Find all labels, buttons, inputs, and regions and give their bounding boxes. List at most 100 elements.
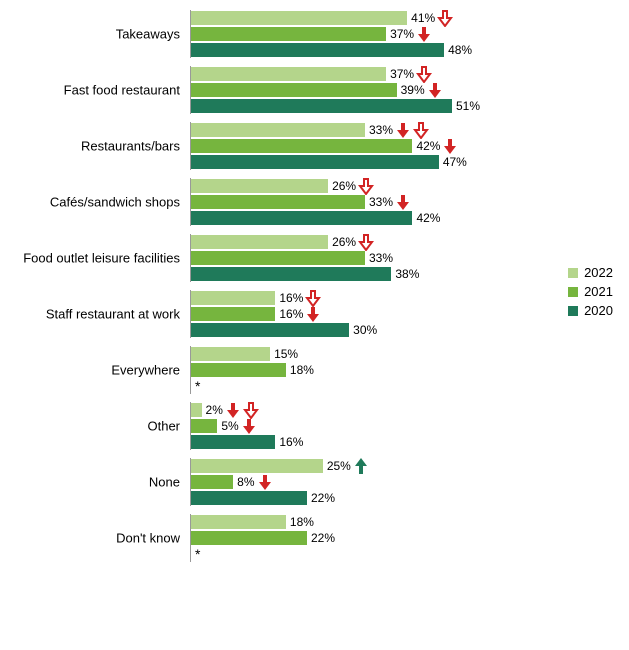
horizontal-bar-chart: Takeaways41%37%48%Fast food restaurant37… [0,10,480,570]
bar-row: 18% [191,514,480,530]
bar-group: Everywhere15%18%* [0,346,480,394]
value-label: 22% [311,531,335,545]
bar [191,323,349,337]
bar-row: 15% [191,346,480,362]
bar-row: 22% [191,530,480,546]
bar-group: Cafés/sandwich shops26%33%42% [0,178,480,226]
bar [191,235,328,249]
legend-item: 2020 [568,303,613,318]
bar [191,179,328,193]
down-arrow-solid-icon [395,121,411,139]
bar-group: Food outlet leisure facilities26%33%38% [0,234,480,282]
bar-row: * [191,378,480,394]
bar [191,435,275,449]
down-arrow-outline-icon [413,121,429,139]
group-bars: 18% 22% * [190,514,480,562]
legend-item: 2022 [568,265,613,280]
bar [191,43,444,57]
group-label: Staff restaurant at work [0,307,188,322]
value-label: 48% [448,43,472,57]
bar-row: 25% [191,458,480,474]
down-arrow-outline-icon [358,177,374,195]
value-label: 39% [401,83,425,97]
value-label: 37% [390,67,414,81]
bar [191,83,397,97]
bar-row: 22% [191,490,480,506]
bar [191,363,286,377]
group-label: None [0,475,188,490]
group-bars: 25%8%22% [190,458,480,506]
down-arrow-solid-icon [225,401,241,419]
value-label: 51% [456,99,480,113]
bar-row: 39% [191,82,480,98]
group-label: Other [0,419,188,434]
down-arrow-solid-icon [442,137,458,155]
bar-group: Takeaways41%37%48% [0,10,480,58]
bar-row: 38% [191,266,480,282]
down-arrow-solid-icon [395,193,411,211]
bar [191,459,323,473]
bar [191,211,412,225]
bar [191,475,233,489]
bar-row: 47% [191,154,480,170]
bar-row: 48% [191,42,480,58]
legend-swatch [568,306,578,316]
bar-group: Fast food restaurant 37% 39% 51% [0,66,480,114]
value-label: 18% [290,515,314,529]
group-bars: 26%33%42% [190,178,480,226]
bar-row: 8% [191,474,480,490]
bar-row: 33% [191,250,480,266]
group-bars: 41%37%48% [190,10,480,58]
value-label: 41% [411,11,435,25]
value-label: 16% [279,435,303,449]
group-label: Fast food restaurant [0,83,188,98]
bar [191,531,307,545]
value-label: * [195,378,200,394]
bar [191,291,275,305]
bar [191,139,412,153]
bar [191,267,391,281]
value-label: * [195,546,200,562]
bar-row: 26% [191,178,480,194]
bar-row: 42% [191,138,480,154]
down-arrow-solid-icon [241,417,257,435]
down-arrow-outline-icon [437,9,453,27]
down-arrow-solid-icon [257,473,273,491]
bar [191,27,386,41]
group-label: Don't know [0,531,188,546]
value-label: 30% [353,323,377,337]
value-label: 5% [221,419,238,433]
bar-row: 18% [191,362,480,378]
value-label: 33% [369,123,393,137]
bar [191,195,365,209]
bar-row: 37% [191,26,480,42]
group-bars: 15%18%* [190,346,480,394]
bar-row: 16% [191,290,480,306]
value-label: 16% [279,307,303,321]
group-bars: 26%33%38% [190,234,480,282]
value-label: 25% [327,459,351,473]
group-label: Cafés/sandwich shops [0,195,188,210]
value-label: 22% [311,491,335,505]
group-bars: 33%42%47% [190,122,480,170]
bar-row: 30% [191,322,480,338]
bar [191,491,307,505]
legend: 202220212020 [568,265,613,322]
bar-row: 2% [191,402,480,418]
value-label: 16% [279,291,303,305]
bar-group: None25%8%22% [0,458,480,506]
group-label: Takeaways [0,27,188,42]
group-bars: 37% 39% 51% [190,66,480,114]
bar-row: 37% [191,66,480,82]
bar-row: 33% [191,194,480,210]
legend-label: 2022 [584,265,613,280]
value-label: 2% [206,403,223,417]
down-arrow-outline-icon [358,233,374,251]
value-label: 47% [443,155,467,169]
value-label: 33% [369,195,393,209]
bar-row: 33% [191,122,480,138]
value-label: 26% [332,179,356,193]
bar-row: 51% [191,98,480,114]
bar [191,67,386,81]
group-label: Food outlet leisure facilities [0,251,188,266]
